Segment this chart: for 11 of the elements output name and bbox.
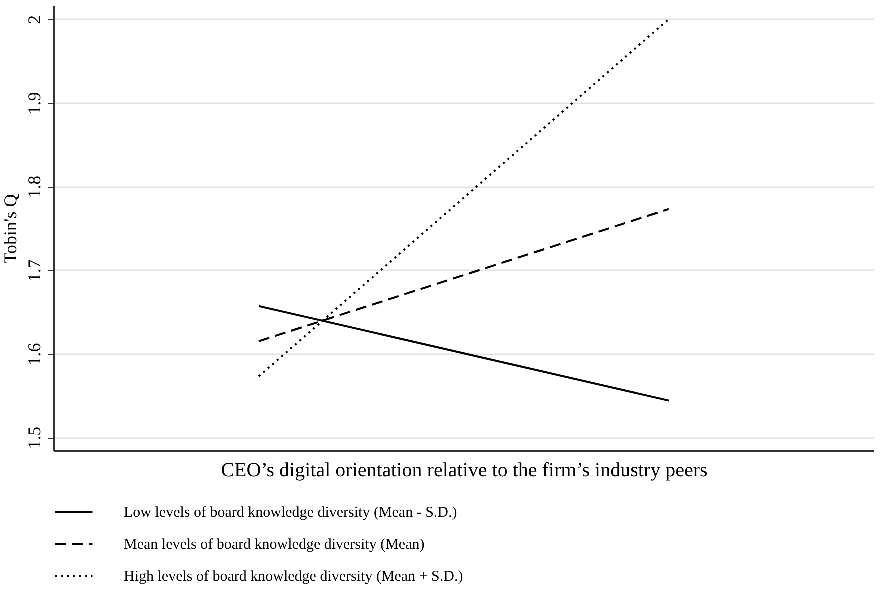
y-tick-label: 1.9 [24, 92, 44, 115]
y-tick-label: 1.7 [24, 260, 44, 282]
y-axis-title: Tobin's Q [0, 194, 20, 264]
x-axis-title: CEO’s digital orientation relative to the firm’s industry peers [221, 460, 708, 482]
legend-label: Mean levels of board knowledge diversity (Mean) [124, 537, 425, 553]
y-tick-label: 2 [24, 15, 44, 24]
y-tick-label: 1.8 [24, 176, 44, 198]
legend-label: High levels of board knowledge diversity (Mean + S.D.) [124, 569, 464, 585]
y-tick-label: 1.5 [24, 426, 44, 450]
legend-label: Low levels of board knowledge diversity (Mean - S.D.) [124, 505, 458, 521]
y-tick-label: 1.6 [24, 343, 44, 366]
